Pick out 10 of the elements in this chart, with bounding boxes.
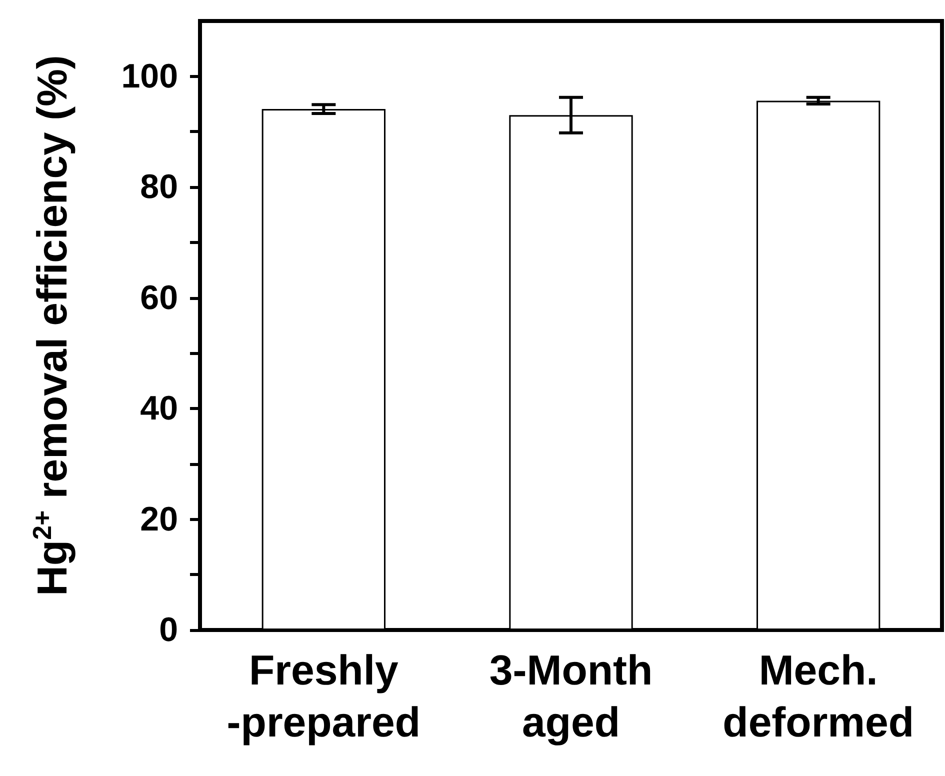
- y-tick-label: 40: [140, 390, 178, 428]
- x-tick-label: Freshly -prepared: [226, 646, 421, 746]
- x-tick-label: Mech. deformed: [722, 646, 914, 746]
- y-tick-label: 80: [140, 168, 178, 206]
- y-tick-label: 100: [121, 57, 178, 96]
- y-tick-label: 20: [140, 500, 178, 538]
- y-tick-label: 0: [159, 611, 178, 649]
- y-tick-label: 60: [140, 278, 178, 317]
- x-tick-label: 3-Month aged: [489, 646, 653, 746]
- y-axis-title: Hg2+ removal efficiency (%): [27, 55, 76, 596]
